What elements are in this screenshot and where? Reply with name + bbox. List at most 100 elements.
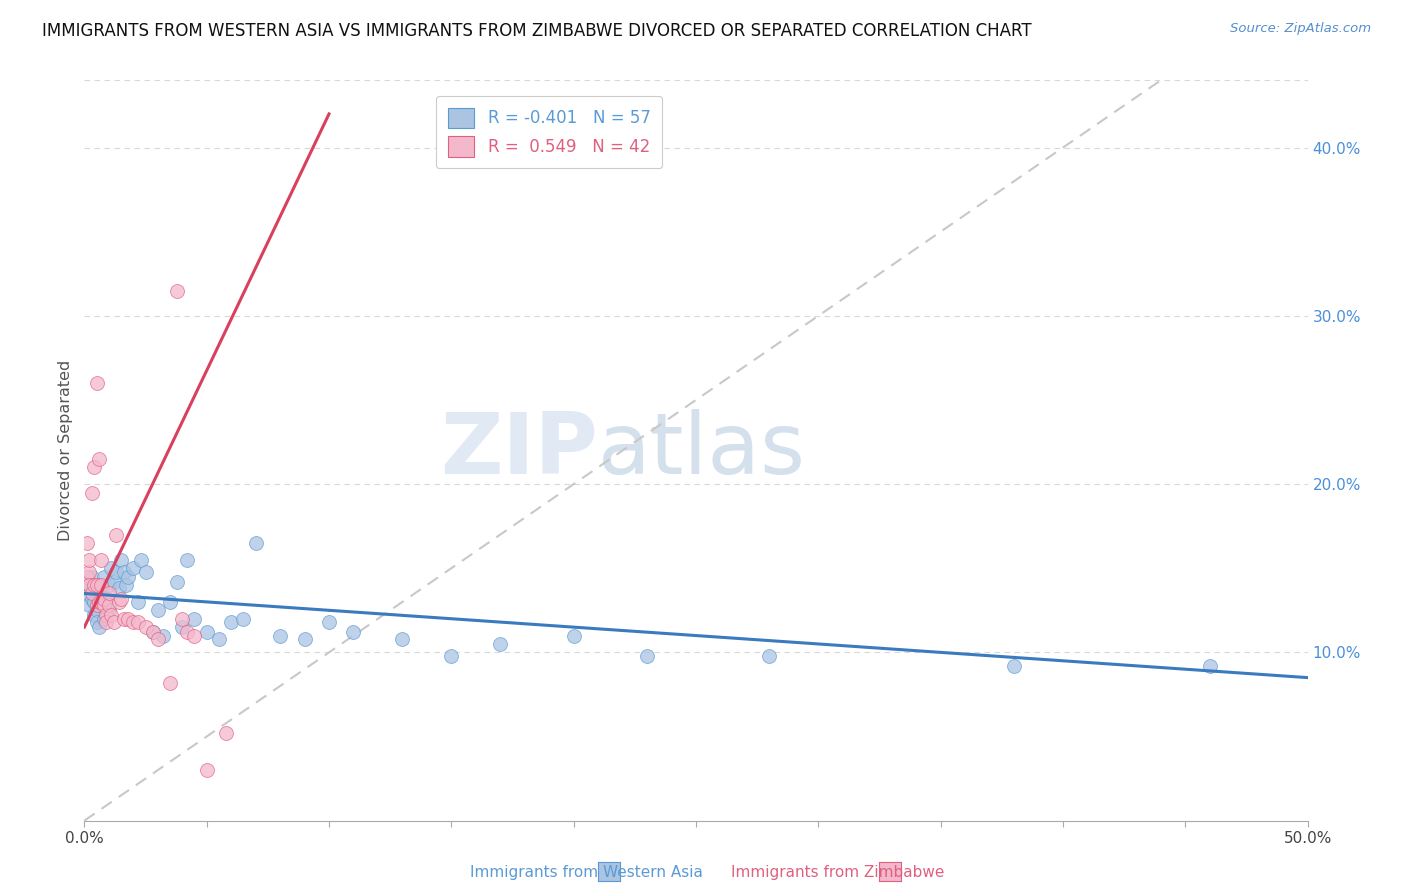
Point xyxy=(97,586,120,600)
Point xyxy=(183,612,205,626)
Point xyxy=(107,595,129,609)
Point xyxy=(245,536,267,550)
Text: Immigrants from Zimbabwe: Immigrants from Zimbabwe xyxy=(731,865,945,880)
Point xyxy=(86,599,108,613)
Point xyxy=(100,561,122,575)
Point xyxy=(86,603,108,617)
Point xyxy=(152,628,174,642)
Point xyxy=(87,578,110,592)
Point xyxy=(215,726,238,740)
Point xyxy=(77,565,100,579)
Point xyxy=(269,628,291,642)
Point xyxy=(129,553,152,567)
Point xyxy=(142,625,165,640)
Point xyxy=(117,569,139,583)
Point xyxy=(103,574,125,589)
Point xyxy=(86,615,108,629)
Point xyxy=(562,628,585,642)
Point xyxy=(159,595,181,609)
Point xyxy=(83,578,105,592)
Point xyxy=(232,612,254,626)
Point xyxy=(80,591,103,606)
Point xyxy=(176,553,198,567)
Point xyxy=(195,625,218,640)
Point xyxy=(112,612,135,626)
Point xyxy=(87,595,110,609)
Point xyxy=(96,608,118,623)
Point xyxy=(1198,658,1220,673)
Point xyxy=(294,632,316,646)
Point xyxy=(90,595,112,609)
Point xyxy=(97,603,120,617)
Point xyxy=(127,595,149,609)
Text: ZIP: ZIP xyxy=(440,409,598,492)
Point xyxy=(135,565,157,579)
Point xyxy=(96,591,118,606)
Point xyxy=(489,637,512,651)
Point xyxy=(83,595,105,609)
Point xyxy=(115,578,138,592)
Point xyxy=(77,578,100,592)
Point xyxy=(86,586,108,600)
Point xyxy=(90,578,112,592)
Point xyxy=(172,612,194,626)
Point xyxy=(97,578,120,592)
Point xyxy=(97,599,120,613)
Point xyxy=(758,648,780,663)
Point xyxy=(195,763,218,777)
Point xyxy=(105,565,128,579)
Point xyxy=(440,648,463,663)
Point xyxy=(80,485,103,500)
Point xyxy=(176,625,198,640)
Point xyxy=(83,460,105,475)
Point xyxy=(122,561,145,575)
Point xyxy=(146,603,169,617)
Point xyxy=(318,615,340,629)
Point xyxy=(80,586,103,600)
Point xyxy=(342,625,364,640)
Point xyxy=(391,632,413,646)
Point xyxy=(77,578,100,592)
Point xyxy=(183,628,205,642)
Point xyxy=(636,648,658,663)
Point xyxy=(110,553,132,567)
Point xyxy=(93,612,115,626)
Point xyxy=(112,565,135,579)
Point xyxy=(76,536,98,550)
Point xyxy=(159,675,181,690)
Text: Immigrants from Western Asia: Immigrants from Western Asia xyxy=(470,865,703,880)
Point xyxy=(87,451,110,466)
Point xyxy=(107,582,129,596)
Text: Source: ZipAtlas.com: Source: ZipAtlas.com xyxy=(1230,22,1371,36)
Point xyxy=(142,625,165,640)
Text: IMMIGRANTS FROM WESTERN ASIA VS IMMIGRANTS FROM ZIMBABWE DIVORCED OR SEPARATED C: IMMIGRANTS FROM WESTERN ASIA VS IMMIGRAN… xyxy=(42,22,1032,40)
Point xyxy=(77,553,100,567)
Point xyxy=(76,569,98,583)
Point xyxy=(87,620,110,634)
Point xyxy=(117,612,139,626)
Point xyxy=(83,608,105,623)
Point xyxy=(86,578,108,592)
Legend: R = -0.401   N = 57, R =  0.549   N = 42: R = -0.401 N = 57, R = 0.549 N = 42 xyxy=(436,96,662,169)
Point xyxy=(146,632,169,646)
Point xyxy=(90,595,112,609)
Point xyxy=(90,553,112,567)
Y-axis label: Divorced or Separated: Divorced or Separated xyxy=(58,359,73,541)
Point xyxy=(122,615,145,629)
Point xyxy=(127,615,149,629)
Point xyxy=(103,615,125,629)
Point xyxy=(110,591,132,606)
Text: atlas: atlas xyxy=(598,409,806,492)
Point xyxy=(77,599,100,613)
Point xyxy=(87,599,110,613)
Point xyxy=(90,582,112,596)
Point xyxy=(105,527,128,541)
Point xyxy=(1002,658,1025,673)
Point xyxy=(100,608,122,623)
Point xyxy=(135,620,157,634)
Point xyxy=(172,620,194,634)
Point xyxy=(76,586,98,600)
Point xyxy=(93,599,115,613)
Point xyxy=(96,615,118,629)
Point xyxy=(93,569,115,583)
